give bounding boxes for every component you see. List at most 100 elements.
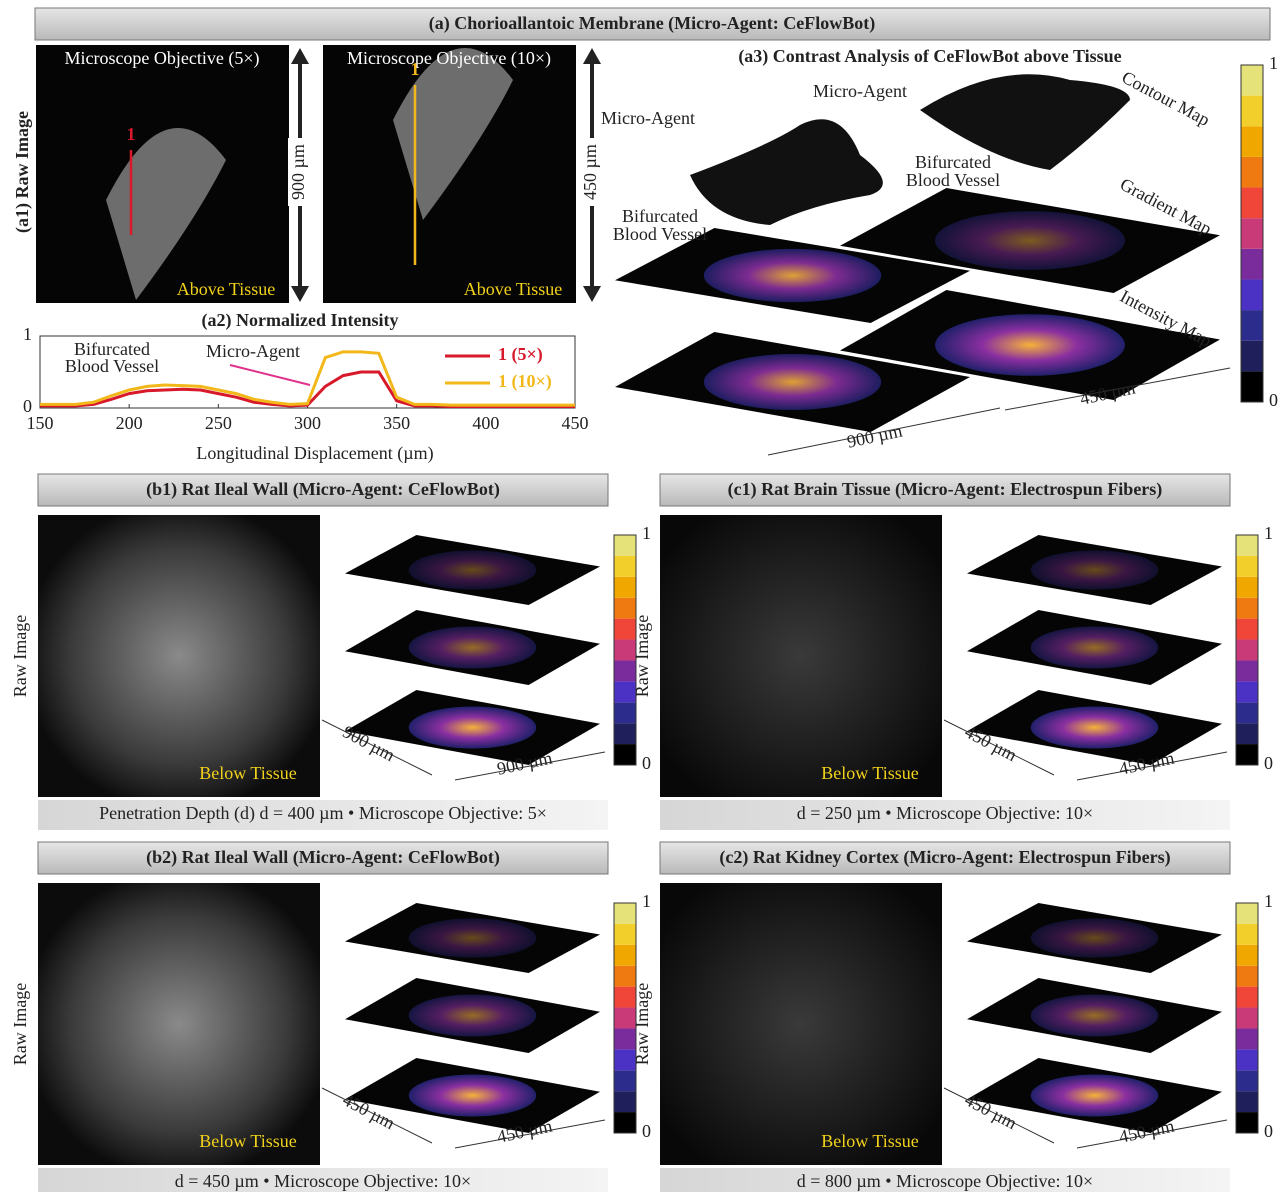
x-tick-label: 300 xyxy=(294,413,321,433)
raw-image xyxy=(38,515,320,797)
colorbar-band xyxy=(1236,1112,1258,1133)
annotation: Micro-Agent xyxy=(813,81,907,101)
image-caption: Below Tissue xyxy=(199,1131,297,1151)
x-tick-label: 350 xyxy=(383,413,410,433)
colorbar-band xyxy=(614,903,636,924)
colorbar-band xyxy=(1241,310,1263,341)
panel-caption: d = 800 µm • Microscope Objective: 10× xyxy=(797,1171,1093,1191)
map-signal xyxy=(1031,707,1159,749)
side-label: Raw Image xyxy=(632,615,652,697)
colorbar-band xyxy=(1241,96,1263,127)
side-label: Raw Image xyxy=(632,983,652,1065)
colorbar-band xyxy=(1241,188,1263,219)
map-signal xyxy=(409,995,537,1037)
colorbar-band xyxy=(1236,1091,1258,1112)
colorbar-band xyxy=(1236,744,1258,765)
map-signal xyxy=(1031,627,1159,669)
image-caption: Below Tissue xyxy=(199,763,297,783)
panel-caption: d = 450 µm • Microscope Objective: 10× xyxy=(175,1171,471,1191)
colorbar-band xyxy=(614,1112,636,1133)
scale-label: 450 µm xyxy=(580,144,600,200)
x-axis-label: Longitudinal Displacement (µm) xyxy=(196,443,433,464)
annotation-pointer xyxy=(230,365,310,385)
map-signal xyxy=(1031,995,1159,1037)
colorbar-band xyxy=(614,924,636,945)
colorbar-band xyxy=(614,577,636,598)
colorbar-tick-label: 0 xyxy=(1269,390,1278,410)
colorbar-band xyxy=(614,1091,636,1112)
x-tick-label: 150 xyxy=(27,413,54,433)
colorbar-band xyxy=(1236,1049,1258,1070)
image-caption: Above Tissue xyxy=(177,279,276,299)
colorbar-band xyxy=(1236,1008,1258,1029)
map-signal xyxy=(1031,550,1159,589)
colorbar-tick-label: 1 xyxy=(642,891,651,911)
image-caption: Above Tissue xyxy=(464,279,563,299)
colorbar-band xyxy=(614,535,636,556)
map-signal xyxy=(704,354,882,410)
arrow-head xyxy=(291,286,309,302)
scale-label: 900 µm xyxy=(288,144,308,200)
x-tick-label: 400 xyxy=(472,413,499,433)
colorbar-band xyxy=(1241,65,1263,96)
map-signal xyxy=(409,550,537,589)
x-tick-label: 200 xyxy=(116,413,143,433)
colorbar-band xyxy=(614,1070,636,1091)
colorbar-tick-label: 1 xyxy=(1269,53,1278,73)
colorbar-tick-label: 0 xyxy=(1264,1121,1273,1141)
colorbar-band xyxy=(1241,341,1263,372)
colorbar-band xyxy=(1236,577,1258,598)
map-signal xyxy=(1031,918,1159,957)
colorbar-tick-label: 0 xyxy=(642,1121,651,1141)
profile-marker: 1 xyxy=(411,59,420,79)
colorbar-band xyxy=(1236,619,1258,640)
map-signal xyxy=(409,918,537,957)
colorbar-tick-label: 1 xyxy=(642,523,651,543)
colorbar-band xyxy=(1236,598,1258,619)
legend-label: 1 (5×) xyxy=(498,344,543,365)
colorbar-band xyxy=(614,556,636,577)
panel-title: (b2) Rat Ileal Wall (Micro-Agent: CeFlow… xyxy=(146,847,500,868)
colorbar-tick-label: 1 xyxy=(1264,523,1273,543)
map-signal xyxy=(704,249,882,302)
colorbar-band xyxy=(614,744,636,765)
legend-label: 1 (10×) xyxy=(498,371,552,392)
side-label: Raw Image xyxy=(10,615,30,697)
colorbar-band xyxy=(1236,535,1258,556)
panel-title: (c2) Rat Kidney Cortex (Micro-Agent: Ele… xyxy=(719,847,1170,868)
colorbar-band xyxy=(1236,903,1258,924)
colorbar-band xyxy=(1236,945,1258,966)
colorbar-tick-label: 1 xyxy=(1264,891,1273,911)
x-tick-label: 250 xyxy=(205,413,232,433)
map-signal xyxy=(935,314,1125,376)
raw-image xyxy=(38,883,320,1165)
colorbar-band xyxy=(614,945,636,966)
colorbar-band xyxy=(1241,371,1263,402)
colorbar-band xyxy=(1236,1070,1258,1091)
colorbar-band xyxy=(1241,157,1263,188)
annotation: Micro-Agent xyxy=(601,108,695,128)
map-label: Contour Map xyxy=(1119,67,1214,130)
colorbar-tick-label: 0 xyxy=(1264,753,1273,773)
y-tick-label: 0 xyxy=(23,396,32,416)
side-label: Raw Image xyxy=(10,983,30,1065)
profile-marker: 1 xyxy=(127,124,136,144)
annotation: Blood Vessel xyxy=(906,170,1000,190)
panel-title: (b1) Rat Ileal Wall (Micro-Agent: CeFlow… xyxy=(146,479,500,500)
annotation: Bifurcated xyxy=(915,152,991,172)
x-tick-label: 450 xyxy=(562,413,589,433)
panel-caption: Penetration Depth (d) d = 400 µm • Micro… xyxy=(99,803,547,824)
image-caption: Below Tissue xyxy=(821,1131,919,1151)
annotation: Bifurcated xyxy=(622,206,698,226)
image-caption: Below Tissue xyxy=(821,763,919,783)
arrow-head xyxy=(583,48,601,64)
map-signal xyxy=(409,707,537,749)
section-label: (a1) Raw Image xyxy=(12,111,33,233)
map-signal xyxy=(409,1075,537,1117)
colorbar-band xyxy=(1236,924,1258,945)
arrow-head xyxy=(583,286,601,302)
panel-title: (c1) Rat Brain Tissue (Micro-Agent: Elec… xyxy=(728,479,1163,500)
colorbar-band xyxy=(1236,702,1258,723)
colorbar-band xyxy=(614,723,636,744)
annotation: Blood Vessel xyxy=(613,224,707,244)
